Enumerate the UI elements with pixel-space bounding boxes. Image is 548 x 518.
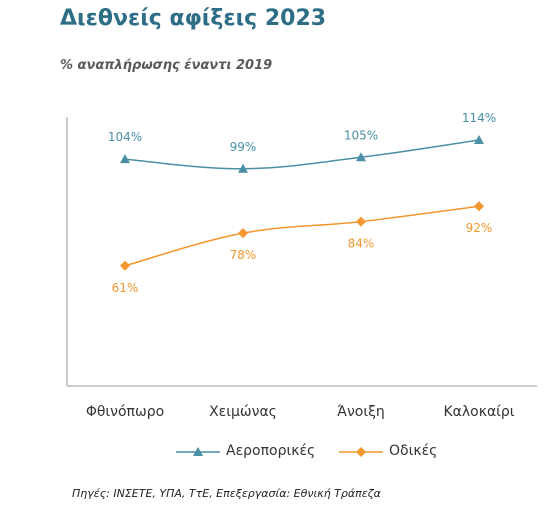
legend-item-road: Οδικές <box>339 441 449 463</box>
data-point-marker <box>474 134 484 144</box>
data-point-marker <box>120 260 130 271</box>
data-label: 105% <box>344 128 378 142</box>
x-tick-label: Φθινόπωρο <box>86 404 164 420</box>
data-point-marker <box>356 216 366 227</box>
data-point-marker <box>120 154 130 164</box>
legend-air-label: Αεροπορικές <box>226 443 316 459</box>
data-label: 92% <box>466 221 493 235</box>
legend-road-marker <box>339 447 383 457</box>
series-line-road <box>124 205 480 267</box>
legend-road-label: Οδικές <box>389 443 438 459</box>
data-label: 61% <box>112 281 139 295</box>
legend-item-air: Αεροπορικές <box>176 441 326 463</box>
data-label: 78% <box>230 248 257 262</box>
x-tick-label: Άνοιξη <box>337 404 385 420</box>
chart-title: Διεθνείς αφίξεις 2023 <box>60 6 327 31</box>
x-tick-label: Χειμώνας <box>209 404 277 420</box>
chart-subtitle: % αναπλήρωσης έναντι 2019 <box>60 58 273 73</box>
legend-air-marker <box>176 447 220 456</box>
line-chart: Φθινόπωρο Χειμώνας Άνοιξη Καλοκαίρι 104% 99%… <box>66 111 537 420</box>
series-line-air <box>124 139 480 170</box>
data-point-marker <box>238 228 248 239</box>
data-label: 84% <box>348 237 375 251</box>
data-label: 99% <box>230 140 257 154</box>
data-label: 104% <box>108 130 142 144</box>
legend: Αεροπορικές Οδικές <box>0 441 548 463</box>
x-tick-label: Καλοκαίρι <box>443 404 514 420</box>
data-point-marker <box>238 163 248 173</box>
source-note: Πηγές: ΙΝΣΕΤΕ, ΥΠΑ, ΤτΕ, Επεξεργασία: Εθ… <box>72 487 381 500</box>
data-point-marker <box>356 152 366 162</box>
data-point-marker <box>474 201 484 212</box>
data-label: 114% <box>462 111 496 125</box>
